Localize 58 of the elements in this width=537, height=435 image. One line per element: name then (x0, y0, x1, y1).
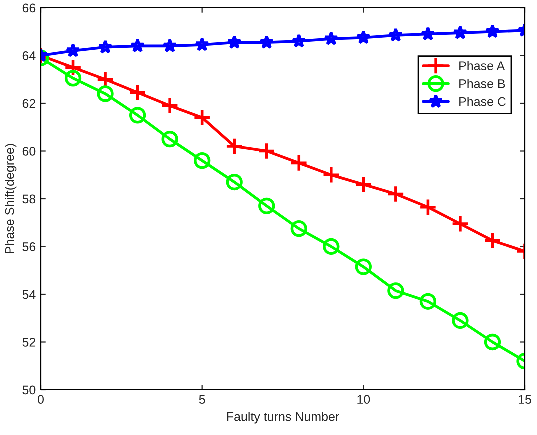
point (129, 107, 146, 124)
y-tick-label: 66 (22, 4, 36, 13)
point (322, 166, 340, 184)
x-tick-label: 15 (519, 395, 532, 404)
legend-label: Phase C (460, 97, 506, 106)
point (162, 130, 178, 148)
point (128, 84, 147, 102)
point (260, 34, 274, 50)
point (484, 334, 502, 351)
legend-label: Phase A (460, 61, 506, 70)
point (485, 24, 500, 38)
point (452, 312, 469, 330)
point (193, 108, 212, 127)
x-tick-label: 10 (358, 395, 370, 404)
x-tick-label: 0 (38, 395, 44, 404)
point (419, 198, 438, 216)
x-tick-label: 5 (199, 395, 206, 404)
point (98, 40, 113, 54)
point (258, 198, 276, 214)
x-axis-title: Faulty turns Number (227, 412, 340, 424)
point (356, 30, 371, 44)
point (324, 31, 339, 46)
y-tick-label: 56 (22, 242, 36, 252)
point (290, 154, 308, 172)
y-tick-label: 52 (22, 338, 36, 347)
y-tick-label: 54 (22, 290, 36, 300)
point (66, 43, 81, 58)
point (420, 26, 436, 41)
point (388, 28, 404, 42)
point (130, 38, 146, 53)
point (451, 215, 470, 234)
legend-label: Phase B (460, 79, 506, 88)
point (97, 86, 114, 102)
point (64, 70, 82, 87)
y-axis-title: Phase Shift(degree) (5, 144, 17, 254)
point (290, 220, 308, 238)
point (162, 38, 178, 53)
y-tick-label: 60 (22, 147, 36, 156)
point (484, 232, 502, 250)
point (323, 238, 340, 256)
point (226, 174, 243, 191)
point (227, 34, 242, 50)
y-tick-label: 62 (22, 99, 36, 108)
point (355, 258, 372, 276)
point (386, 185, 405, 204)
point (226, 137, 244, 156)
y-tick-label: 64 (22, 52, 36, 60)
point (161, 96, 180, 115)
point (292, 34, 306, 48)
point (453, 25, 468, 40)
y-tick-label: 50 (22, 386, 36, 395)
y-tick-label: 58 (22, 194, 36, 204)
point (258, 142, 276, 160)
point (194, 152, 211, 170)
point (195, 37, 210, 52)
point (354, 176, 373, 194)
point (388, 282, 404, 300)
point (420, 293, 437, 310)
